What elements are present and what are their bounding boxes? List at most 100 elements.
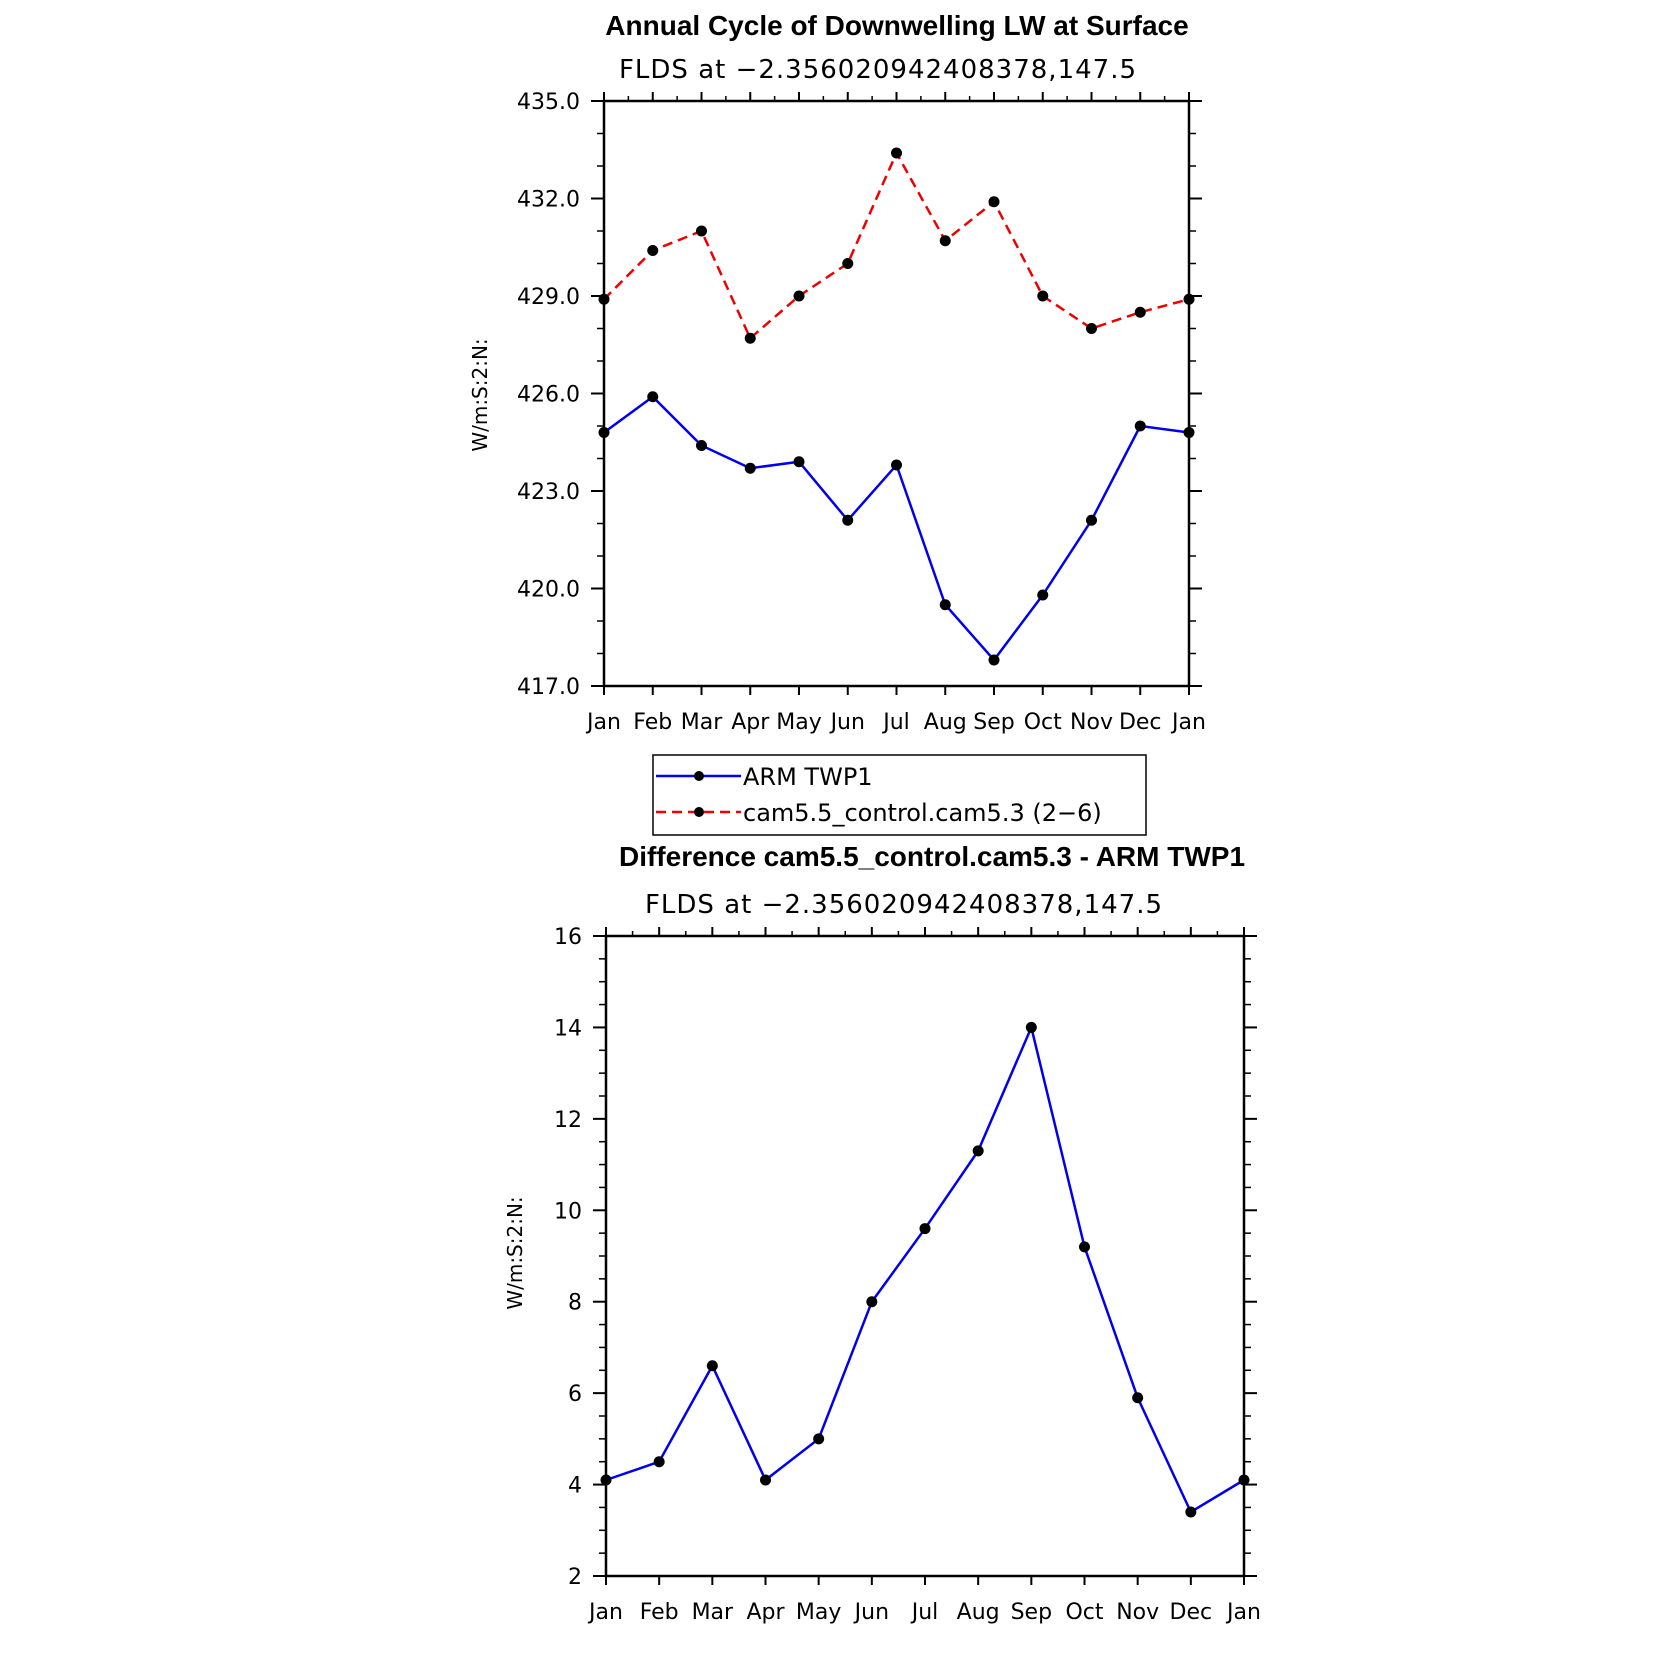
top-ytick-label: 435.0	[517, 90, 580, 115]
top-ytick-label: 423.0	[517, 480, 580, 505]
top-series-0-point	[1183, 427, 1195, 438]
bottom-xtick-label: May	[796, 1600, 841, 1625]
bottom-series-0-point	[972, 1145, 984, 1157]
top-xtick-label: Sep	[973, 710, 1014, 735]
top-series-1-point	[842, 258, 854, 269]
bottom-plot-area: Jan Feb Mar Apr May Jun Jul Aug Sep Oct Nov Dec Jan2…	[554, 925, 1261, 1625]
bottom-ytick-label: 2	[568, 1565, 582, 1590]
bottom-xtick-label: Dec	[1170, 1600, 1213, 1625]
bottom-series-0-point	[706, 1360, 718, 1372]
bottom-chart-title: Difference cam5.5_control.cam5.3 - ARM T…	[619, 841, 1245, 872]
bottom-ytick-label: 16	[554, 925, 582, 950]
top-series-1-point	[1183, 293, 1195, 305]
top-series-0-point	[647, 391, 659, 403]
top-ytick-label: 420.0	[517, 578, 580, 603]
top-series-0-point	[1086, 514, 1097, 526]
bottom-xtick-label: Oct	[1065, 1600, 1103, 1625]
top-series-1-point	[1037, 290, 1049, 302]
bottom-ytick-label: 10	[554, 1199, 582, 1224]
top-chart-subtitle: FLDS at −2.356020942408378,147.5	[619, 55, 1137, 85]
bottom-xtick-label: Jun	[853, 1600, 889, 1625]
top-series-line-0	[603, 395, 1190, 662]
bottom-xtick-label: Feb	[640, 1600, 679, 1625]
legend: ARM TWP1 cam5.5_control.cam5.3 (2−6)	[652, 754, 1147, 836]
top-xtick-label: Mar	[681, 710, 723, 735]
top-series-0-point	[939, 599, 951, 611]
bottom-series-0-point	[866, 1296, 878, 1308]
bottom-xtick-label: Jan	[587, 1600, 623, 1625]
bottom-series-0-point	[1025, 1021, 1037, 1033]
top-ytick-label: 417.0	[517, 675, 580, 700]
top-series-0-point	[842, 514, 854, 526]
bottom-series-0-point	[760, 1474, 771, 1486]
bottom-xtick-label: Sep	[1011, 1600, 1052, 1625]
bottom-xtick-label: Apr	[746, 1600, 785, 1625]
top-series-1-point	[744, 332, 756, 344]
top-series-1-point	[647, 245, 659, 256]
bottom-ytick-label: 14	[554, 1016, 582, 1041]
top-xtick-label: May	[776, 710, 821, 735]
top-xtick-label: Jun	[829, 710, 865, 735]
top-ytick-label: 432.0	[517, 188, 580, 213]
top-series-0-point	[696, 440, 707, 451]
bottom-frame	[604, 934, 1246, 1578]
top-frame	[602, 99, 1191, 688]
top-xtick-label: Aug	[924, 710, 967, 735]
top-chart-ylabel: W/m:S:2:N:	[468, 338, 492, 451]
legend-box	[652, 754, 1147, 836]
top-xtick-label: Jan	[1170, 710, 1206, 735]
top-series-0-point	[988, 654, 1000, 666]
top-ytick-label: 429.0	[517, 285, 580, 310]
bottom-series-0-point	[1132, 1392, 1144, 1404]
top-series-0-point	[598, 427, 610, 438]
top-series-1-point	[1086, 323, 1097, 334]
top-series-1-point	[793, 290, 805, 302]
top-chart-title: Annual Cycle of Downwelling LW at Surfac…	[605, 10, 1188, 41]
top-series-1-point	[988, 196, 1000, 208]
legend-marker-cam	[694, 807, 704, 817]
top-xtick-label: Jan	[585, 710, 621, 735]
top-plot-area: Jan Feb Mar Apr May Jun Jul Aug Sep Oct Nov Dec Jan4…	[517, 90, 1206, 735]
bottom-xtick-label: Aug	[957, 1600, 1000, 1625]
top-series-1-point	[939, 235, 951, 247]
top-xtick-label: Apr	[731, 710, 770, 735]
top-xtick-label: Jul	[881, 710, 910, 735]
top-xtick-label: Nov	[1070, 710, 1113, 735]
bottom-xtick-label: Mar	[692, 1600, 734, 1625]
top-series-1-point	[598, 293, 610, 305]
bottom-series-0-point	[813, 1433, 825, 1445]
top-series-0-point	[891, 459, 902, 471]
bottom-xtick-label: Jan	[1225, 1600, 1261, 1625]
top-series-0-point	[793, 456, 805, 468]
bottom-ytick-label: 12	[554, 1108, 582, 1133]
bottom-series-0-point	[1185, 1506, 1197, 1518]
top-series-1-point	[696, 225, 707, 237]
top-ytick-label: 426.0	[517, 383, 580, 408]
top-series-1-point	[891, 147, 902, 159]
bottom-series-0-point	[600, 1474, 612, 1486]
bottom-xtick-label: Jul	[910, 1600, 939, 1625]
top-xtick-label: Feb	[633, 710, 672, 735]
bottom-chart-ylabel: W/m:S:2:N:	[503, 1196, 527, 1309]
bottom-series-line-0	[605, 1023, 1245, 1514]
bottom-ytick-label: 8	[568, 1291, 582, 1316]
legend-label-arm: ARM TWP1	[743, 763, 873, 791]
legend-marker-arm	[694, 771, 704, 781]
bottom-series-0-point	[1079, 1241, 1090, 1253]
bottom-ytick-label: 6	[568, 1382, 582, 1407]
top-xtick-label: Dec	[1119, 710, 1162, 735]
bottom-series-0-point	[1238, 1474, 1250, 1486]
top-series-1-point	[1134, 306, 1146, 318]
bottom-chart-subtitle: FLDS at −2.356020942408378,147.5	[645, 890, 1163, 920]
bottom-ytick-label: 4	[568, 1474, 582, 1499]
top-xtick-label: Oct	[1024, 710, 1062, 735]
bottom-xtick-label: Nov	[1116, 1600, 1159, 1625]
top-series-0-point	[1037, 589, 1049, 601]
bottom-series-0-point	[653, 1456, 665, 1468]
legend-label-cam: cam5.5_control.cam5.3 (2−6)	[743, 799, 1102, 827]
top-series-0-point	[1134, 420, 1146, 432]
top-series-0-point	[744, 462, 756, 474]
bottom-series-0-point	[919, 1223, 931, 1235]
top-series-line-1	[603, 150, 1190, 341]
